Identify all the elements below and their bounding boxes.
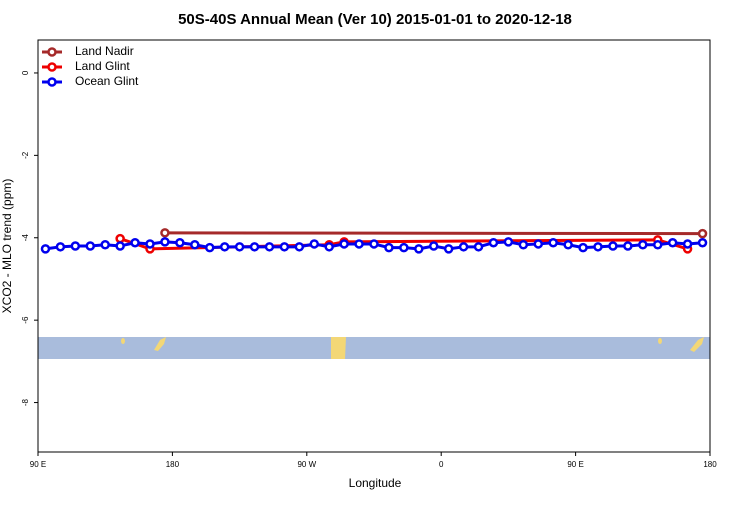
y-tick-label: -8 bbox=[21, 398, 30, 406]
point bbox=[115, 233, 125, 244]
point bbox=[548, 237, 558, 248]
point bbox=[697, 237, 708, 248]
legend-marker bbox=[47, 62, 57, 72]
point bbox=[414, 244, 424, 254]
point bbox=[384, 242, 394, 253]
point bbox=[279, 242, 290, 252]
point bbox=[160, 237, 170, 247]
land-patches bbox=[121, 337, 704, 359]
point bbox=[309, 239, 320, 249]
x-tick-label: 180 bbox=[166, 460, 180, 469]
point bbox=[175, 237, 185, 248]
legend-marker bbox=[47, 47, 57, 57]
point bbox=[264, 242, 275, 252]
point bbox=[443, 244, 454, 254]
point bbox=[190, 240, 200, 250]
x-tick-label: 0 bbox=[439, 460, 444, 469]
point bbox=[518, 240, 529, 250]
legend-label: Land Nadir bbox=[75, 44, 134, 58]
map-strip bbox=[38, 337, 710, 359]
point bbox=[608, 241, 618, 251]
point bbox=[249, 242, 260, 252]
point bbox=[100, 240, 110, 250]
point bbox=[652, 240, 663, 250]
point bbox=[593, 242, 603, 252]
legend-marker bbox=[47, 77, 57, 87]
point bbox=[130, 237, 140, 248]
point bbox=[369, 239, 379, 249]
point bbox=[339, 239, 349, 249]
series-line bbox=[119, 237, 689, 251]
legend-label: Ocean Glint bbox=[75, 74, 139, 88]
point bbox=[428, 241, 439, 251]
x-tick-label: 180 bbox=[703, 460, 717, 469]
x-axis-label: Longitude bbox=[349, 476, 402, 490]
y-axis-label: XCO2 - MLO trend (ppm) bbox=[0, 179, 14, 314]
legend-label: Land Glint bbox=[75, 59, 130, 73]
point bbox=[638, 240, 648, 250]
point bbox=[578, 242, 588, 253]
x-tick-label: 90 E bbox=[567, 460, 583, 469]
point bbox=[354, 239, 364, 249]
y-tick-label: -4 bbox=[21, 234, 30, 242]
point bbox=[488, 237, 499, 248]
point bbox=[219, 242, 230, 252]
point bbox=[160, 228, 170, 238]
series-line bbox=[164, 231, 703, 236]
point bbox=[682, 239, 693, 249]
point bbox=[55, 242, 66, 252]
point bbox=[473, 242, 484, 252]
point bbox=[533, 239, 544, 249]
y-tick-label: -2 bbox=[21, 151, 30, 159]
x-tick-label: 90 E bbox=[30, 460, 46, 469]
point bbox=[234, 242, 245, 252]
y-tick-label: 0 bbox=[21, 70, 30, 75]
point bbox=[697, 228, 708, 239]
point bbox=[623, 241, 633, 251]
x-tick-label: 90 W bbox=[297, 460, 316, 469]
point bbox=[294, 242, 305, 252]
point bbox=[40, 244, 51, 254]
point bbox=[563, 240, 573, 250]
point bbox=[667, 237, 678, 248]
point bbox=[115, 241, 125, 251]
point bbox=[145, 239, 155, 249]
point bbox=[503, 237, 514, 247]
plot-frame bbox=[37, 39, 711, 453]
point bbox=[324, 242, 334, 252]
chart-title: 50S-40S Annual Mean (Ver 10) 2015-01-01 … bbox=[178, 11, 572, 28]
point bbox=[458, 242, 469, 252]
y-tick-label: -6 bbox=[21, 316, 30, 324]
point bbox=[70, 241, 81, 251]
point bbox=[399, 242, 409, 253]
point bbox=[85, 241, 96, 251]
point bbox=[204, 242, 215, 253]
